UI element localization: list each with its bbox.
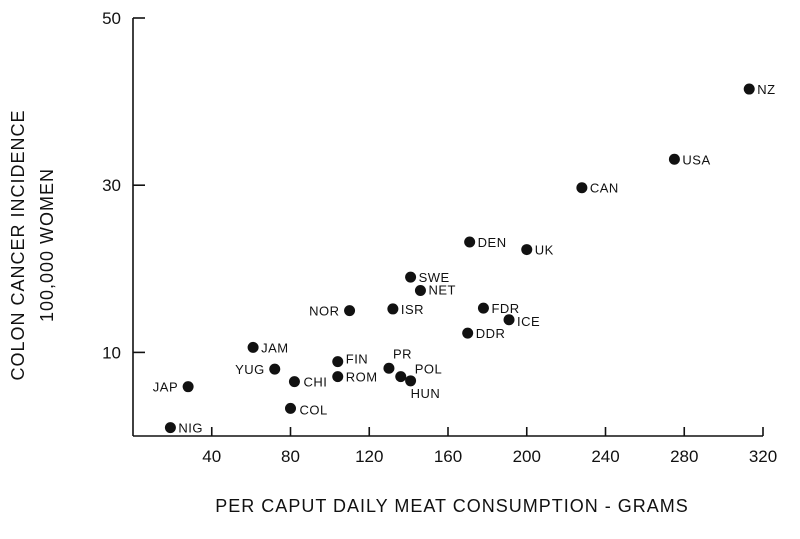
- x-tick-label: 240: [591, 447, 619, 466]
- x-tick-label: 280: [670, 447, 698, 466]
- data-point: [269, 363, 281, 375]
- data-point: [344, 305, 356, 317]
- data-point-label: PR: [393, 346, 412, 361]
- data-point: [405, 375, 417, 387]
- y-axis-title-line1: COLON CANCER INCIDENCE: [8, 109, 28, 380]
- data-point: [743, 83, 755, 95]
- x-tick-label: 320: [749, 447, 777, 466]
- x-tick-label: 40: [202, 447, 221, 466]
- x-tick-label: 120: [355, 447, 383, 466]
- axes: [132, 18, 763, 437]
- data-point-label: ISR: [401, 302, 424, 317]
- y-tick-label: 30: [102, 176, 121, 195]
- data-point: [285, 402, 296, 414]
- data-point-label: ICE: [517, 314, 540, 329]
- y-tick-label: 10: [102, 343, 121, 362]
- data-point-label: FDR: [491, 301, 519, 316]
- data-point: [414, 285, 426, 297]
- data-point-label: YUG: [235, 362, 265, 377]
- data-point-label: CAN: [590, 181, 619, 196]
- data-point: [521, 244, 533, 256]
- data-point: [332, 371, 344, 383]
- data-point-label: USA: [682, 152, 710, 167]
- data-point: [387, 303, 399, 315]
- data-point: [395, 371, 407, 383]
- data-point-label: COL: [300, 402, 328, 417]
- data-point: [288, 376, 300, 388]
- y-ticks: 10 30 50: [102, 9, 145, 362]
- data-point-label: JAM: [261, 340, 289, 355]
- data-point-label: NZ: [757, 82, 775, 97]
- data-point: [164, 422, 176, 434]
- data-point: [247, 341, 259, 353]
- data-point: [383, 362, 395, 374]
- data-point: [464, 236, 476, 248]
- x-tick-label: 160: [434, 447, 462, 466]
- data-point-label: NIG: [178, 421, 203, 436]
- data-point: [576, 182, 588, 194]
- x-axis-title: PER CAPUT DAILY MEAT CONSUMPTION - GRAMS: [215, 496, 688, 516]
- data-point-label: FIN: [346, 352, 368, 367]
- data-point-label: SWE: [419, 270, 450, 285]
- x-tick-label: 80: [281, 447, 300, 466]
- data-point: [668, 153, 680, 165]
- data-point: [405, 271, 417, 283]
- x-ticks: 40 80 120 160 200 240 280 320: [202, 427, 777, 466]
- data-point: [182, 381, 194, 393]
- data-point-label: UK: [535, 243, 554, 258]
- data-point-label: NOR: [309, 304, 339, 319]
- data-point-label: NET: [428, 283, 456, 298]
- x-tick-label: 200: [513, 447, 541, 466]
- data-point-label: JAP: [153, 380, 178, 395]
- data-point-label: HUN: [411, 386, 441, 401]
- data-point-label: DEN: [478, 235, 507, 250]
- data-point: [462, 327, 474, 339]
- data-point-label: DDR: [476, 326, 506, 341]
- data-point: [503, 314, 515, 326]
- y-tick-label: 50: [102, 9, 121, 28]
- y-axis-title-line2: 100,000 WOMEN: [37, 168, 57, 322]
- data-point: [477, 302, 489, 314]
- data-point-label: CHI: [303, 375, 327, 390]
- data-point-label: POL: [415, 362, 443, 377]
- data-point: [332, 356, 344, 368]
- data-point-label: ROM: [346, 370, 378, 385]
